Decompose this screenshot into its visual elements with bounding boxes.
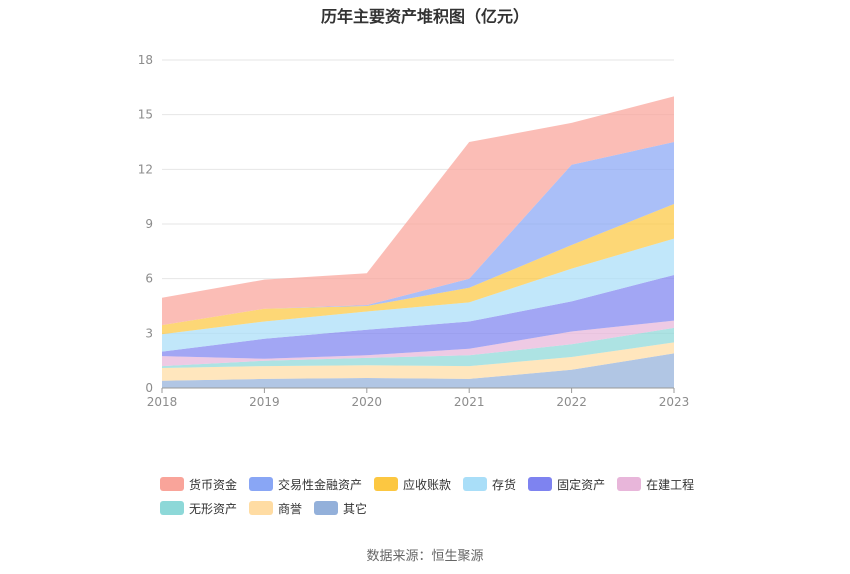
- x-tick-label: 2018: [147, 395, 178, 409]
- x-tick-label: 2023: [659, 395, 690, 409]
- legend-item[interactable]: 固定资产: [528, 476, 605, 493]
- legend-row: 无形资产 商誉 其它: [160, 496, 720, 520]
- axis-layer: 0 3 6 9 12 15 18 2018 2019 2020 2021 2022 2023: [138, 53, 690, 409]
- legend-swatch: [160, 477, 184, 491]
- legend-label: 应收账款: [403, 477, 452, 492]
- area-series-无形资产: [162, 327, 674, 368]
- legend-swatch: [249, 501, 274, 515]
- legend-label: 无形资产: [189, 501, 238, 516]
- y-tick-label: 9: [145, 217, 153, 231]
- legend-item[interactable]: 其它: [314, 500, 367, 517]
- x-tick-label: 2020: [352, 395, 383, 409]
- legend-label: 商誉: [278, 501, 303, 516]
- legend-label: 其它: [343, 501, 368, 516]
- y-tick-label: 18: [138, 53, 153, 67]
- legend-label: 交易性金融资产: [278, 477, 363, 492]
- area-series-在建工程: [162, 320, 674, 367]
- legend-swatch: [528, 477, 553, 491]
- legend-row: 货币资金 交易性金融资产 应收账款 存货 固定资产 在建工程: [160, 472, 720, 496]
- y-tick-label: 12: [138, 162, 153, 176]
- y-tick-label: 3: [145, 326, 153, 340]
- legend-swatch: [160, 501, 184, 515]
- legend-label: 货币资金: [189, 477, 238, 492]
- x-tick-label: 2021: [454, 395, 485, 409]
- chart-title: 历年主要资产堆积图（亿元）: [320, 7, 529, 26]
- area-series-应收账款: [162, 204, 674, 335]
- legend-swatch: [249, 477, 274, 491]
- area-series-其它: [162, 353, 674, 388]
- x-tick-label: 2019: [249, 395, 280, 409]
- data-source-note: 数据来源：恒生聚源: [366, 549, 484, 564]
- legend-label: 存货: [492, 477, 517, 492]
- legend-item[interactable]: 应收账款: [374, 476, 451, 493]
- legend-item[interactable]: 商誉: [249, 500, 302, 517]
- legend-item[interactable]: 无形资产: [160, 500, 237, 517]
- area-series-货币资金: [162, 96, 674, 326]
- area-layer: [162, 96, 674, 388]
- legend-swatch: [617, 477, 642, 491]
- legend-swatch: [463, 477, 488, 491]
- y-tick-label: 6: [145, 272, 153, 286]
- legend-item[interactable]: 存货: [463, 476, 516, 493]
- y-tick-label: 0: [145, 381, 153, 395]
- y-tick-label: 15: [138, 108, 153, 122]
- legend-item[interactable]: 货币资金: [160, 476, 237, 493]
- legend-swatch: [314, 501, 339, 515]
- legend-label: 在建工程: [646, 477, 695, 492]
- area-series-交易性金融资产: [162, 142, 674, 326]
- legend-item[interactable]: 在建工程: [617, 476, 694, 493]
- legend-item[interactable]: 交易性金融资产: [249, 476, 362, 493]
- area-series-固定资产: [162, 275, 674, 359]
- legend-swatch: [374, 477, 399, 491]
- area-series-存货: [162, 238, 674, 352]
- legend-label: 固定资产: [557, 477, 606, 492]
- x-tick-label: 2022: [556, 395, 587, 409]
- chart-legend: 货币资金 交易性金融资产 应收账款 存货 固定资产 在建工程 无形资产 商誉 其它: [160, 472, 720, 520]
- area-series-商誉: [162, 342, 674, 381]
